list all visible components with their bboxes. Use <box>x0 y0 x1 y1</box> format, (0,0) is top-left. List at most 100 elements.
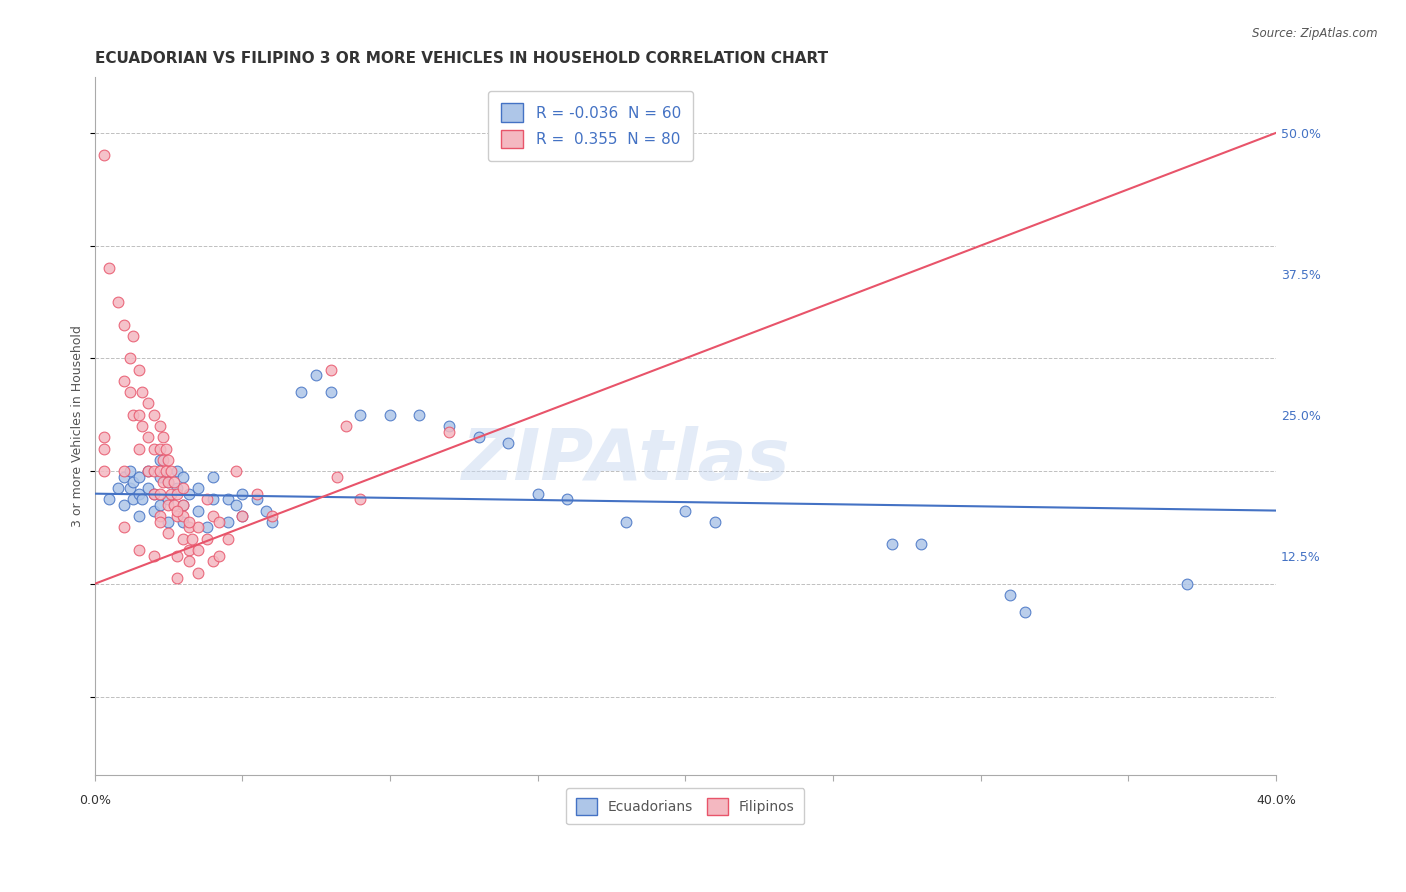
Point <box>136 396 159 410</box>
Point <box>93 430 115 444</box>
Point <box>93 464 115 478</box>
Point <box>112 318 135 332</box>
Point <box>467 430 489 444</box>
Point <box>526 486 548 500</box>
Y-axis label: 3 or more Vehicles in Household: 3 or more Vehicles in Household <box>72 325 84 527</box>
Point <box>246 486 269 500</box>
Point <box>136 481 159 495</box>
Point <box>172 481 194 495</box>
Point <box>142 464 165 478</box>
Point <box>208 549 231 563</box>
Point <box>225 464 247 478</box>
Point <box>98 492 121 507</box>
Point <box>163 498 186 512</box>
Point <box>290 385 312 400</box>
Point <box>157 498 180 512</box>
Legend: Ecuadorians, Filipinos: Ecuadorians, Filipinos <box>567 788 804 824</box>
Point <box>326 469 349 483</box>
Point <box>152 430 174 444</box>
Point <box>195 520 218 534</box>
Point <box>179 486 201 500</box>
Point <box>166 549 188 563</box>
Point <box>128 362 150 376</box>
Point <box>142 549 165 563</box>
Point <box>128 469 150 483</box>
Point <box>136 464 159 478</box>
Point <box>112 469 135 483</box>
Point <box>998 588 1021 602</box>
Point <box>128 442 150 456</box>
Point <box>195 532 218 546</box>
Point <box>112 498 135 512</box>
Point <box>319 385 342 400</box>
Point <box>187 503 209 517</box>
Point <box>120 464 142 478</box>
Point <box>120 351 142 366</box>
Point <box>157 515 180 529</box>
Point <box>217 532 239 546</box>
Point <box>128 408 150 422</box>
Point <box>157 492 180 507</box>
Text: Source: ZipAtlas.com: Source: ZipAtlas.com <box>1253 27 1378 40</box>
Point <box>172 469 194 483</box>
Point <box>614 515 637 529</box>
Point <box>217 492 239 507</box>
Point <box>163 475 186 490</box>
Text: 0.0%: 0.0% <box>79 794 111 806</box>
Point <box>437 425 460 439</box>
Point <box>107 295 129 310</box>
Text: ECUADORIAN VS FILIPINO 3 OR MORE VEHICLES IN HOUSEHOLD CORRELATION CHART: ECUADORIAN VS FILIPINO 3 OR MORE VEHICLE… <box>94 51 828 66</box>
Point <box>201 469 224 483</box>
Text: 40.0%: 40.0% <box>1256 794 1296 806</box>
Point <box>152 475 174 490</box>
Point <box>122 408 145 422</box>
Point <box>231 486 253 500</box>
Point <box>349 408 371 422</box>
Point <box>179 520 201 534</box>
Point <box>128 486 150 500</box>
Point <box>149 486 172 500</box>
Point <box>172 498 194 512</box>
Point <box>142 486 165 500</box>
Point <box>231 509 253 524</box>
Point <box>319 362 342 376</box>
Point <box>120 385 142 400</box>
Point <box>131 419 153 434</box>
Point <box>166 481 188 495</box>
Point <box>131 385 153 400</box>
Point <box>880 537 903 551</box>
Point <box>335 419 357 434</box>
Point <box>187 481 209 495</box>
Point <box>142 442 165 456</box>
Point <box>201 492 224 507</box>
Point <box>305 368 328 383</box>
Point <box>172 532 194 546</box>
Point <box>142 503 165 517</box>
Point <box>142 486 165 500</box>
Point <box>496 436 519 450</box>
Point <box>208 515 231 529</box>
Point <box>1175 577 1198 591</box>
Point <box>149 509 172 524</box>
Point <box>149 515 172 529</box>
Point <box>112 464 135 478</box>
Point <box>187 520 209 534</box>
Point <box>437 419 460 434</box>
Point <box>349 492 371 507</box>
Point <box>98 261 121 276</box>
Point <box>260 509 283 524</box>
Point <box>201 554 224 568</box>
Point <box>179 554 201 568</box>
Point <box>1014 605 1036 619</box>
Point <box>408 408 430 422</box>
Point <box>122 475 145 490</box>
Point <box>128 509 150 524</box>
Text: ZIPAtlas: ZIPAtlas <box>463 426 790 495</box>
Point <box>149 469 172 483</box>
Point <box>160 486 183 500</box>
Point <box>149 453 172 467</box>
Point <box>673 503 696 517</box>
Point <box>122 492 145 507</box>
Point <box>155 442 177 456</box>
Point <box>112 520 135 534</box>
